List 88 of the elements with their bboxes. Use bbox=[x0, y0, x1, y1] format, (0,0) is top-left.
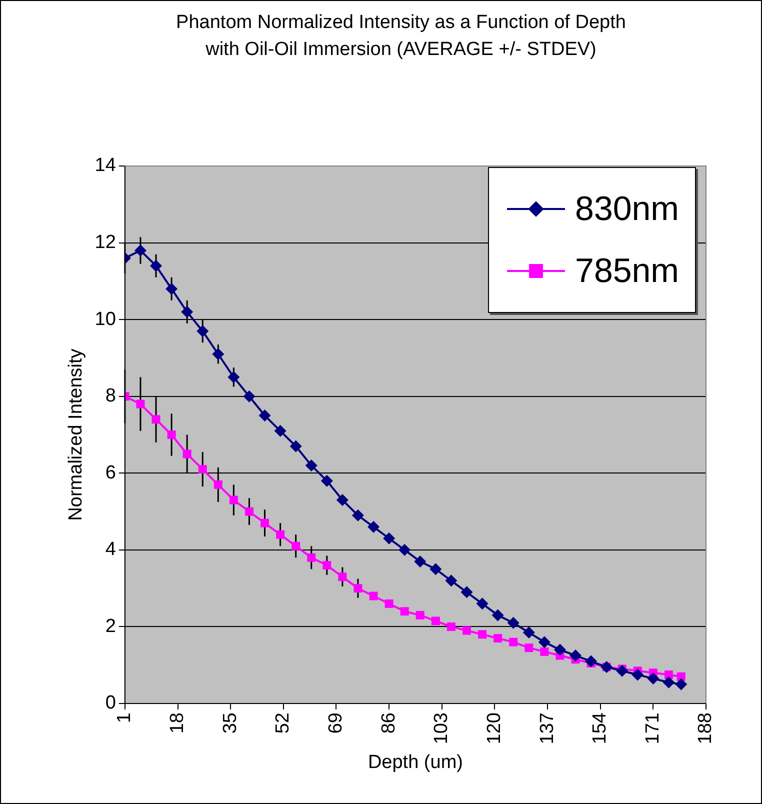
x-tick-label: 35 bbox=[220, 712, 241, 734]
x-tick-label: 120 bbox=[484, 712, 505, 744]
point bbox=[492, 609, 504, 622]
y-tick-label: 4 bbox=[105, 539, 116, 560]
point bbox=[445, 574, 458, 587]
point bbox=[369, 592, 378, 600]
x-tick-label: 52 bbox=[272, 712, 294, 734]
point bbox=[616, 664, 628, 677]
point bbox=[522, 626, 535, 638]
point bbox=[569, 650, 582, 662]
point bbox=[431, 616, 440, 626]
point bbox=[383, 532, 396, 544]
point bbox=[167, 430, 176, 439]
point bbox=[400, 607, 409, 616]
point bbox=[538, 636, 550, 648]
x-tick-label: 154 bbox=[590, 712, 611, 744]
point bbox=[260, 518, 270, 528]
point bbox=[276, 530, 285, 539]
point bbox=[664, 670, 673, 679]
x-tick-label: 103 bbox=[431, 712, 452, 744]
point bbox=[212, 348, 224, 360]
point bbox=[214, 480, 222, 489]
point bbox=[150, 260, 162, 272]
point bbox=[476, 598, 488, 610]
x-tick-label: 137 bbox=[536, 712, 558, 744]
point bbox=[494, 634, 502, 642]
point bbox=[540, 647, 549, 656]
point bbox=[320, 474, 333, 487]
point bbox=[462, 626, 471, 635]
legend-label: 830nm bbox=[575, 190, 679, 228]
point bbox=[290, 440, 302, 452]
y-tick-label: 12 bbox=[94, 232, 116, 254]
point bbox=[136, 400, 145, 408]
point bbox=[414, 555, 426, 568]
point bbox=[258, 410, 271, 422]
y-tick-label: 10 bbox=[94, 308, 116, 330]
point bbox=[134, 244, 146, 256]
point bbox=[243, 390, 256, 402]
x-tick-label: 69 bbox=[325, 712, 346, 734]
point bbox=[384, 599, 394, 608]
x-tick-label: 1 bbox=[114, 712, 136, 724]
point bbox=[509, 638, 518, 646]
x-tick-label: 18 bbox=[166, 712, 188, 734]
point bbox=[198, 465, 207, 474]
point bbox=[647, 672, 660, 685]
point bbox=[632, 668, 644, 681]
x-tick-label: 188 bbox=[695, 712, 716, 744]
point bbox=[662, 676, 675, 688]
point bbox=[416, 610, 424, 620]
point bbox=[305, 459, 318, 472]
point bbox=[354, 584, 362, 593]
point bbox=[554, 644, 566, 656]
point bbox=[181, 306, 194, 318]
point bbox=[352, 509, 364, 522]
y-tick-label: 8 bbox=[105, 386, 116, 407]
point bbox=[292, 542, 300, 550]
point bbox=[229, 496, 238, 504]
y-tick-label: 2 bbox=[105, 616, 116, 637]
point bbox=[228, 371, 240, 384]
legend-label: 785nm bbox=[575, 252, 679, 290]
point bbox=[460, 586, 473, 598]
point bbox=[166, 282, 178, 295]
point bbox=[446, 622, 456, 631]
x-tick-label: 86 bbox=[378, 712, 400, 734]
y-tick-label: 0 bbox=[105, 692, 116, 714]
point bbox=[196, 325, 209, 338]
point bbox=[430, 563, 442, 576]
point bbox=[338, 572, 347, 582]
point bbox=[524, 644, 534, 652]
point bbox=[322, 561, 332, 570]
point bbox=[507, 616, 520, 629]
x-tick-label: 171 bbox=[642, 712, 664, 744]
point bbox=[336, 494, 348, 506]
point bbox=[585, 655, 598, 668]
point bbox=[307, 553, 316, 562]
point bbox=[244, 507, 254, 516]
y-tick-label: 6 bbox=[105, 462, 116, 484]
point bbox=[675, 678, 688, 690]
point bbox=[182, 450, 192, 458]
chart-title: Phantom Normalized Intensity as a Function of Depth with Oil-Oil Immersion (AVERAGE +/- STDEV) bbox=[175, 11, 627, 62]
point bbox=[398, 544, 411, 556]
y-axis-title: Normalized Intensity bbox=[66, 348, 87, 521]
point bbox=[152, 415, 160, 424]
point bbox=[274, 424, 286, 437]
point bbox=[478, 630, 487, 639]
y-tick-label: 14 bbox=[94, 155, 116, 176]
x-axis-title: Depth (um) bbox=[368, 752, 463, 773]
point bbox=[368, 520, 380, 533]
